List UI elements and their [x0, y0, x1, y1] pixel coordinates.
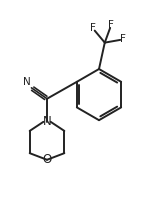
Text: N: N	[43, 115, 51, 128]
Text: F: F	[90, 23, 96, 33]
Text: F: F	[108, 20, 114, 30]
Text: O: O	[42, 153, 52, 166]
Text: N: N	[23, 77, 31, 87]
Text: F: F	[120, 34, 126, 44]
